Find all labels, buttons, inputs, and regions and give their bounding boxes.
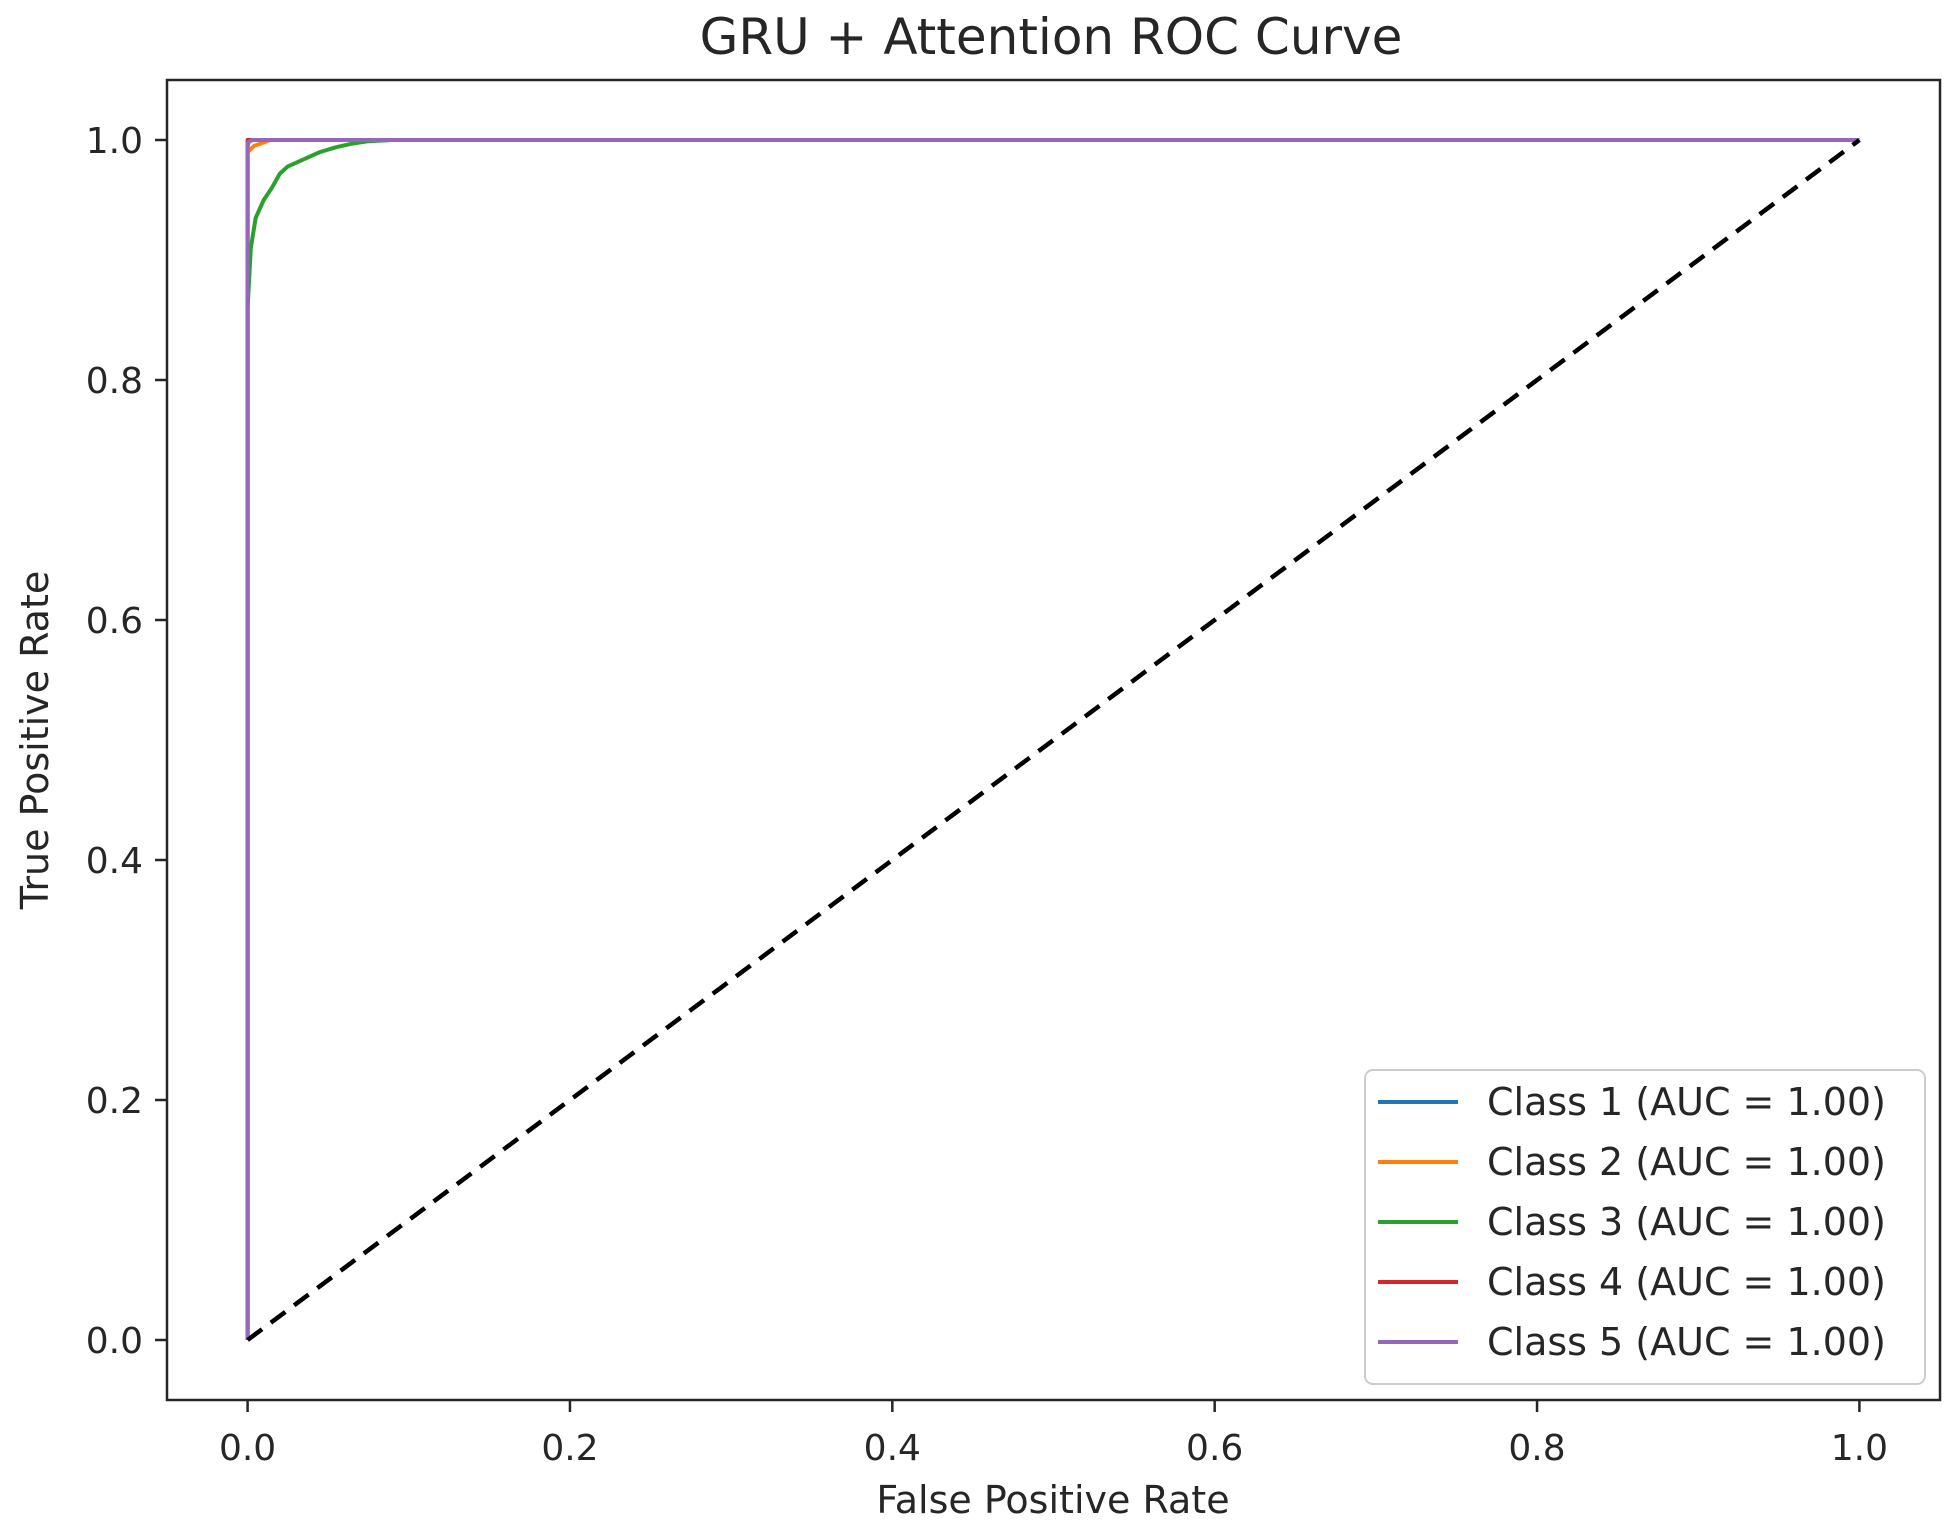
legend-frame [1364,1069,1926,1385]
x-tick-label: 0.2 [541,1428,598,1469]
chart-title: GRU + Attention ROC Curve [700,8,1403,66]
legend: Class 1 (AUC = 1.00) Class 2 (AUC = 1.00)… [1364,1069,1926,1385]
legend-label-class-5: Class 5 (AUC = 1.00) [1487,1320,1886,1364]
legend-label-class-2: Class 2 (AUC = 1.00) [1487,1140,1886,1184]
y-tick-label: 0.4 [86,841,143,882]
y-axis-label: True Positive Rate [13,571,57,911]
chance-reference-line [246,138,1861,1342]
y-tick-label: 0.2 [86,1081,143,1122]
series-layer [245,138,1861,1342]
y-tick-label: 1.0 [86,121,143,162]
legend-label-class-3: Class 3 (AUC = 1.00) [1487,1200,1886,1244]
x-axis: 0.0 0.2 0.4 0.6 0.8 1.0 [219,1400,1888,1469]
x-tick-label: 0.4 [864,1428,921,1469]
y-tick-label: 0.6 [86,601,143,642]
legend-label-class-1: Class 1 (AUC = 1.00) [1487,1080,1886,1124]
x-axis-label: False Positive Rate [876,1478,1229,1522]
y-tick-label: 0.0 [86,1321,143,1362]
x-tick-label: 0.0 [219,1428,276,1469]
x-tick-label: 0.8 [1508,1428,1565,1469]
legend-label-class-4: Class 4 (AUC = 1.00) [1487,1260,1886,1304]
y-axis: 0.0 0.2 0.4 0.6 0.8 1.0 [86,121,167,1362]
x-tick-label: 1.0 [1831,1428,1888,1469]
x-tick-label: 0.6 [1186,1428,1243,1469]
y-tick-label: 0.8 [86,361,143,402]
legend-items: Class 1 (AUC = 1.00) Class 2 (AUC = 1.00)… [1378,1080,1886,1364]
roc-curve-class-5 [245,138,1860,1340]
